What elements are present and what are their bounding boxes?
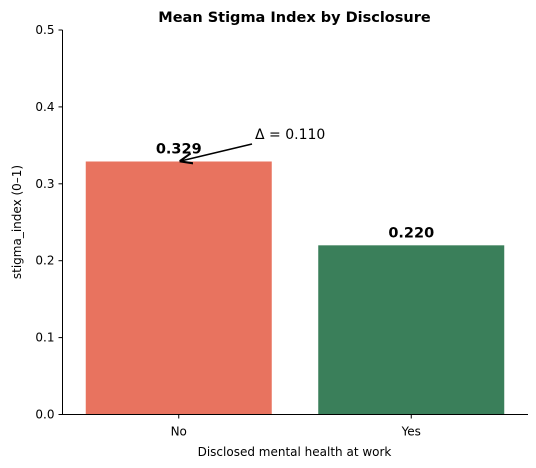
annotation: Δ = 0.110 (181, 127, 325, 161)
chart-title: Mean Stigma Index by Disclosure (158, 10, 431, 26)
x-tick-label-yes: Yes (401, 425, 421, 439)
y-tick-label: 0.5 (35, 23, 54, 37)
y-tick-label: 0.2 (35, 254, 54, 268)
y-axis-ticks: 0.0 0.1 0.2 0.3 0.4 0.5 (35, 23, 63, 422)
y-tick-label: 0.3 (35, 177, 54, 191)
data-label-yes: 0.220 (388, 225, 434, 241)
y-tick-label: 0.0 (35, 408, 54, 422)
x-axis-label: Disclosed mental health at work (198, 445, 392, 459)
annotation-text: Δ = 0.110 (255, 127, 325, 143)
y-tick-label: 0.4 (35, 100, 54, 114)
y-tick-label: 0.1 (35, 331, 54, 345)
annotation-arrow (181, 143, 253, 161)
x-axis-ticks: No Yes (171, 414, 421, 439)
y-axis-label: stigma_index (0–1) (10, 165, 24, 279)
x-tick-label-no: No (171, 425, 187, 439)
data-label-no: 0.329 (156, 141, 202, 157)
bar-no (85, 161, 272, 415)
plot-area: 0.329 0.220 (85, 141, 505, 415)
bar-yes (318, 245, 505, 415)
